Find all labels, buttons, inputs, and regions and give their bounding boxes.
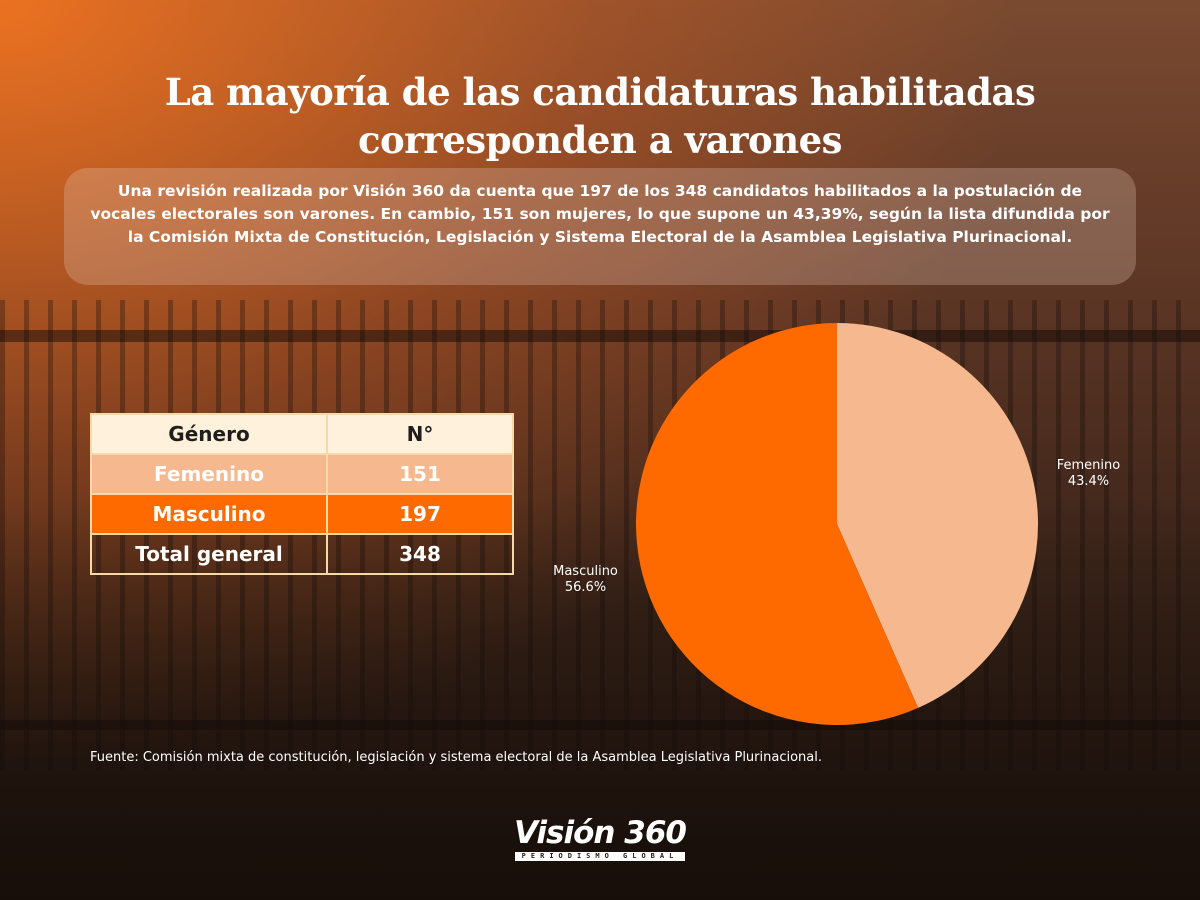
pie-label-name: Masculino — [553, 564, 618, 579]
pie-label-name: Femenino — [1057, 458, 1121, 473]
intro-text-box: Una revisión realizada por Visión 360 da… — [64, 168, 1136, 285]
table-cell-label: Femenino — [90, 453, 328, 495]
logo-tagline: PERIODISMO GLOBAL — [515, 852, 685, 861]
table-header-numero: N° — [326, 413, 514, 455]
table-row: Femenino 151 — [90, 453, 514, 495]
source-note: Fuente: Comisión mixta de constitución, … — [90, 750, 822, 765]
gender-table: Género N° Femenino 151 Masculino 197 Tot… — [90, 413, 514, 575]
page-title: La mayoría de las candidaturas habilitad… — [164, 70, 1036, 162]
table-cell-value: 151 — [326, 453, 514, 495]
table-header-row: Género N° — [90, 413, 514, 455]
pie-slice-femenino — [837, 323, 1038, 708]
pie-label-percent: 43.4% — [1068, 474, 1109, 489]
table-cell-value: 197 — [326, 493, 514, 535]
pie-slice-masculino — [636, 323, 919, 725]
table-row: Masculino 197 — [90, 493, 514, 535]
logo-wordmark: Visión 360 — [513, 815, 687, 851]
table-cell-label: Masculino — [90, 493, 328, 535]
vision360-logo: Visión 360 PERIODISMO GLOBAL — [500, 816, 700, 861]
pie-label-percent: 56.6% — [565, 580, 606, 595]
table-header-genero: Género — [90, 413, 328, 455]
table-row: Total general 348 — [90, 533, 514, 575]
table-cell-label: Total general — [90, 533, 328, 575]
table-cell-value: 348 — [326, 533, 514, 575]
